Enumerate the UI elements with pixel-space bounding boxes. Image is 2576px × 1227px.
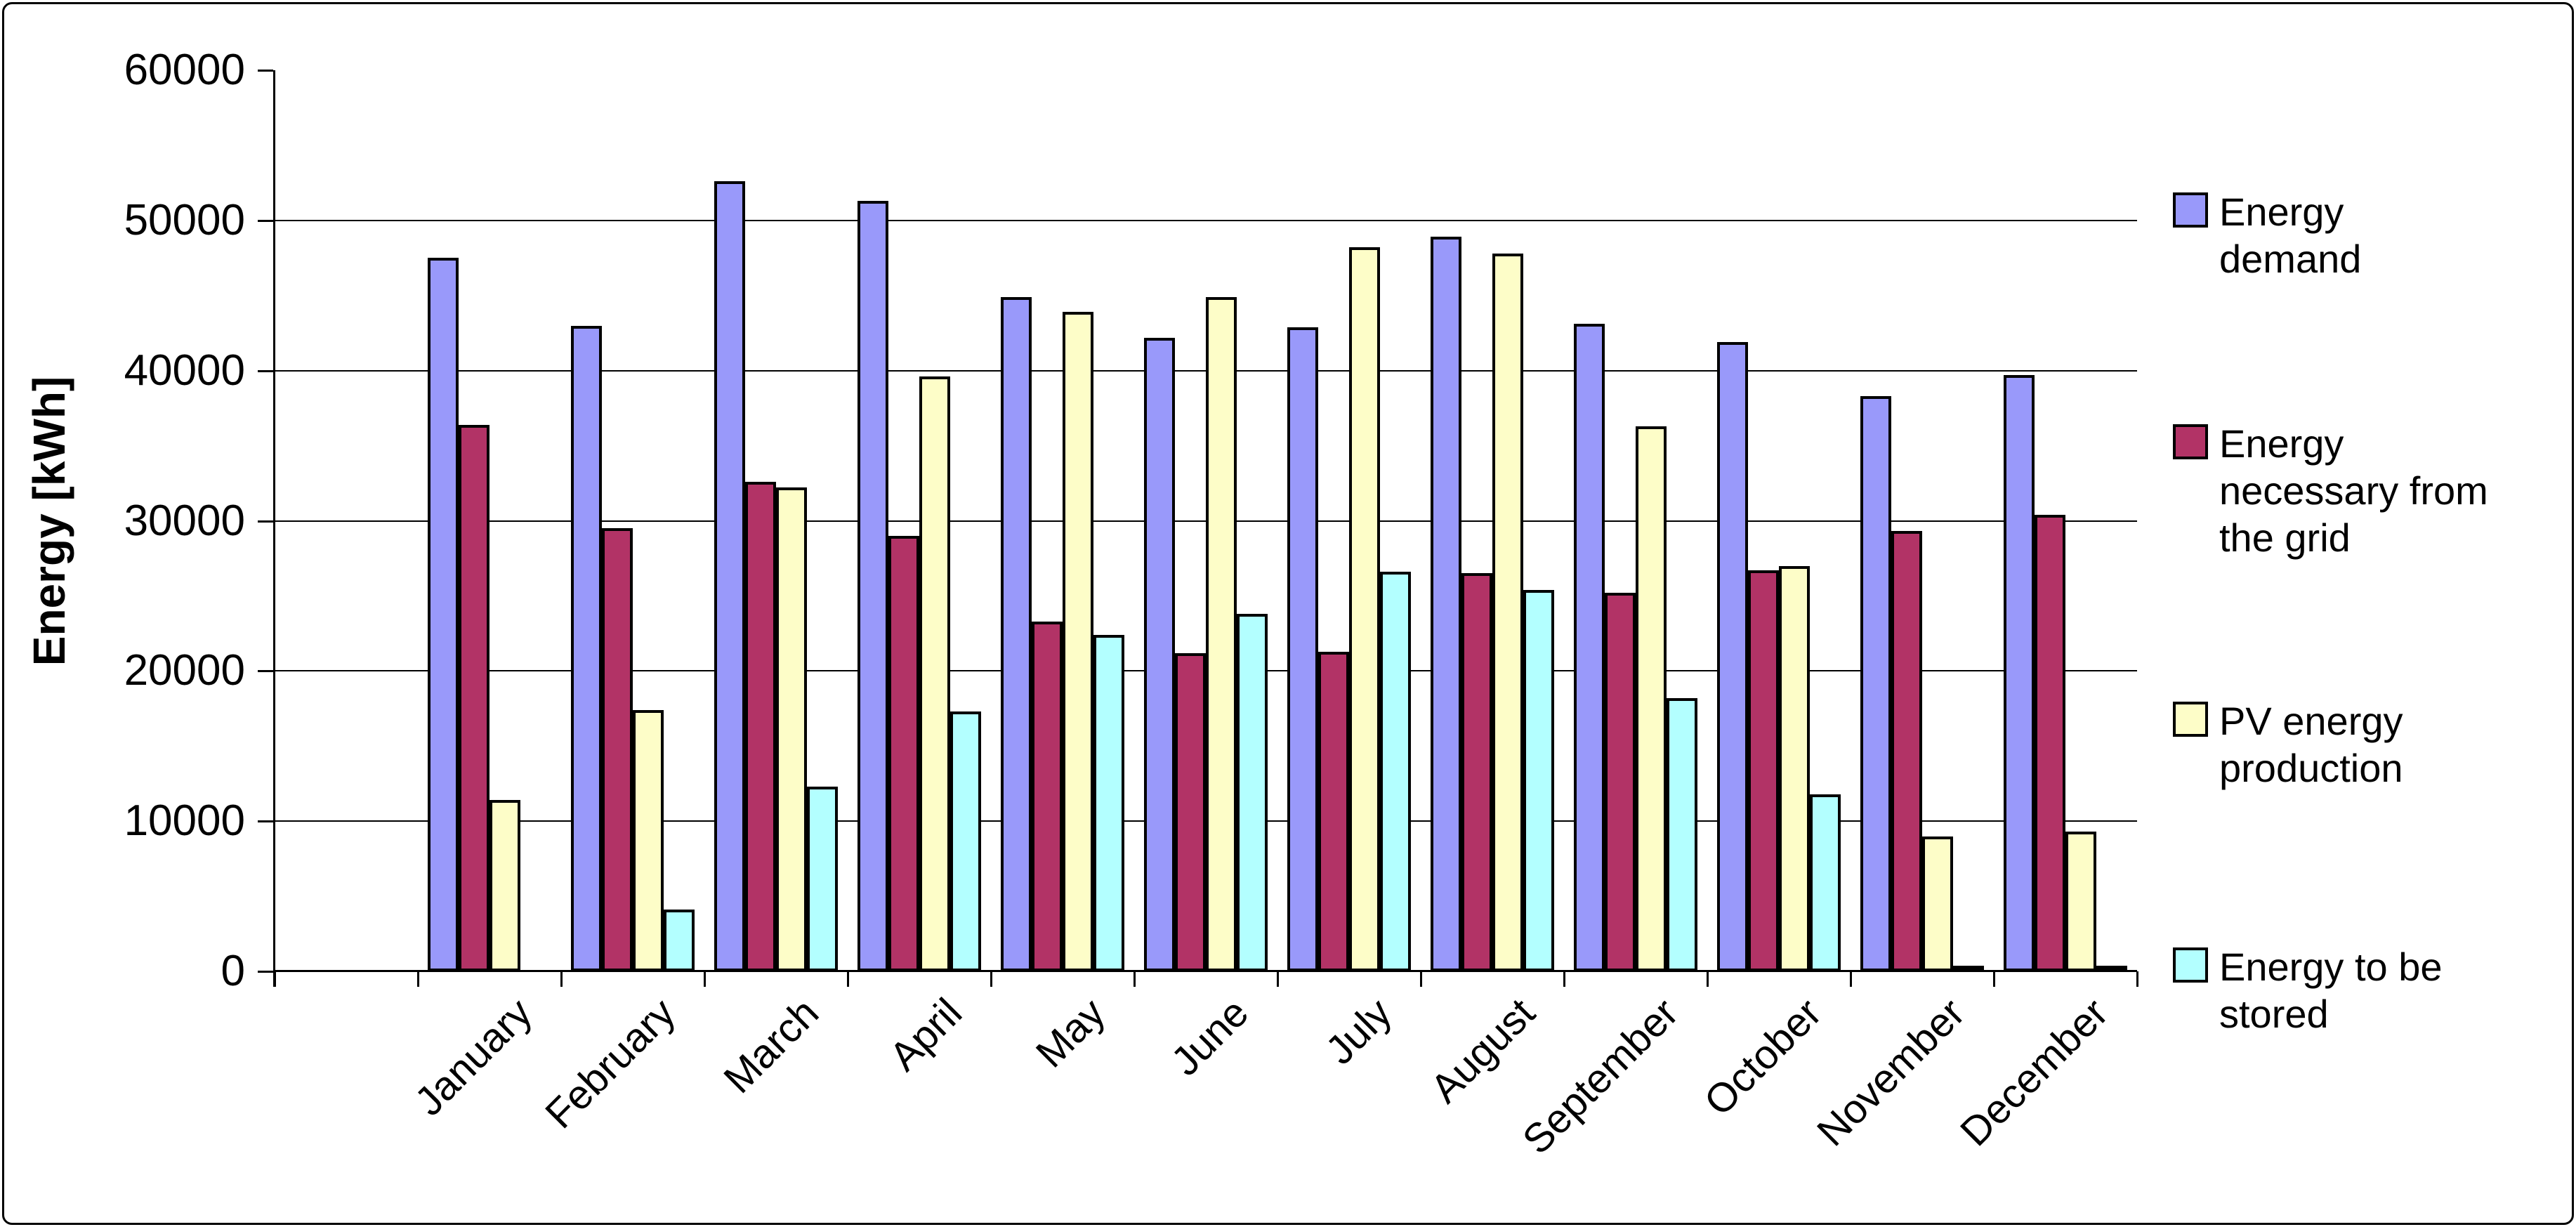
bar-energy-to-be-stored-may	[1093, 635, 1124, 971]
x-axis-tick	[1563, 971, 1565, 987]
bar-energy-to-be-stored-april	[950, 711, 981, 971]
bar-energy-demand-july	[1287, 327, 1318, 971]
bar-pv-energy-production-april	[919, 376, 950, 971]
bar-energy-to-be-stored-september	[1667, 698, 1697, 971]
legend-item-energy-to-be-stored: Energy to be stored	[2173, 943, 2566, 1098]
bar-energy-demand-february	[571, 326, 602, 971]
bar-pv-energy-production-january	[489, 800, 520, 971]
bar-pv-energy-production-september	[1636, 426, 1667, 971]
bar-energy-necessary-from-the-grid-august	[1461, 573, 1492, 971]
x-axis-tick	[1277, 971, 1279, 987]
legend-swatch-icon	[2173, 192, 2208, 228]
bar-energy-demand-october	[1717, 342, 1748, 971]
x-axis-tick	[1420, 971, 1422, 987]
legend-swatch-icon	[2173, 702, 2208, 737]
bar-energy-necessary-from-the-grid-april	[888, 536, 919, 971]
bar-energy-necessary-from-the-grid-september	[1605, 593, 1636, 971]
bar-pv-energy-production-december	[2065, 832, 2096, 971]
bar-pv-energy-production-june	[1206, 297, 1237, 971]
y-tick-label: 60000	[124, 46, 245, 94]
bar-energy-necessary-from-the-grid-february	[602, 528, 633, 971]
bar-energy-demand-november	[1860, 396, 1891, 971]
bar-energy-necessary-from-the-grid-may	[1032, 622, 1063, 971]
bar-energy-to-be-stored-july	[1380, 572, 1411, 971]
y-axis-line	[273, 70, 275, 987]
bar-energy-demand-january	[428, 258, 459, 971]
x-axis-tick	[417, 971, 419, 987]
y-tick-label: 50000	[124, 195, 245, 244]
x-axis-tick	[1707, 971, 1709, 987]
bar-energy-demand-april	[857, 201, 888, 971]
x-axis-tick	[2136, 971, 2138, 987]
x-axis-tick	[274, 971, 276, 987]
x-axis-tick	[1133, 971, 1136, 987]
y-axis-tick	[258, 70, 273, 72]
legend-swatch-icon	[2173, 947, 2208, 983]
y-axis-tick	[258, 971, 273, 973]
y-tick-label: 40000	[124, 346, 245, 395]
bar-energy-demand-september	[1574, 324, 1605, 971]
legend-label: Energy demand	[2219, 190, 2362, 281]
legend-label: Energy to be stored	[2219, 945, 2443, 1036]
x-axis-tick	[704, 971, 706, 987]
y-tick-label: 0	[221, 947, 245, 995]
legend-swatch-icon	[2173, 424, 2208, 459]
bar-energy-to-be-stored-february	[664, 910, 695, 971]
legend-label: PV energy production	[2219, 699, 2403, 790]
legend-item-energy-necessary-from-the-grid: Energy necessary from the grid	[2173, 420, 2566, 575]
bar-energy-necessary-from-the-grid-november	[1891, 531, 1922, 971]
y-axis-tick	[258, 369, 273, 372]
bar-pv-energy-production-july	[1349, 247, 1380, 971]
bar-energy-necessary-from-the-grid-march	[745, 482, 776, 971]
bar-energy-demand-may	[1001, 297, 1032, 971]
x-axis-tick	[990, 971, 992, 987]
bar-energy-necessary-from-the-grid-july	[1318, 652, 1349, 971]
legend-item-energy-demand: Energy demand	[2173, 188, 2566, 343]
bar-energy-to-be-stored-august	[1523, 590, 1554, 971]
y-tick-label: 10000	[124, 796, 245, 846]
bar-energy-necessary-from-the-grid-october	[1748, 570, 1779, 971]
bar-pv-energy-production-march	[776, 487, 807, 971]
y-axis-tick	[258, 670, 273, 673]
bar-pv-energy-production-february	[633, 710, 664, 971]
y-tick-label: 20000	[124, 646, 245, 695]
bar-energy-demand-june	[1144, 338, 1175, 971]
bar-energy-necessary-from-the-grid-december	[2035, 515, 2065, 971]
x-axis-tick	[1993, 971, 1995, 987]
y-axis-tick	[258, 820, 273, 823]
bar-pv-energy-production-august	[1492, 254, 1523, 971]
x-axis-tick	[1850, 971, 1852, 987]
bar-pv-energy-production-october	[1779, 566, 1810, 971]
bar-energy-necessary-from-the-grid-june	[1175, 653, 1206, 971]
bar-energy-demand-march	[714, 181, 745, 971]
bar-pv-energy-production-may	[1063, 312, 1093, 971]
x-axis-tick	[847, 971, 849, 987]
x-axis-tick	[560, 971, 563, 987]
bar-energy-to-be-stored-june	[1237, 614, 1268, 971]
bar-energy-demand-december	[2004, 375, 2035, 971]
bar-energy-to-be-stored-march	[807, 787, 838, 971]
gridline	[275, 219, 2137, 221]
bar-energy-to-be-stored-october	[1810, 794, 1841, 971]
y-axis-tick	[258, 520, 273, 523]
x-axis-line	[273, 970, 2137, 972]
bar-pv-energy-production-november	[1922, 836, 1953, 971]
bar-energy-necessary-from-the-grid-january	[459, 425, 489, 971]
bar-energy-demand-august	[1431, 237, 1461, 971]
y-axis-title: Energy [kWh]	[24, 376, 74, 667]
legend-label: Energy necessary from the grid	[2219, 421, 2488, 560]
y-axis-tick	[258, 219, 273, 222]
y-tick-label: 30000	[124, 496, 245, 545]
legend-item-pv-energy-production: PV energy production	[2173, 697, 2566, 852]
